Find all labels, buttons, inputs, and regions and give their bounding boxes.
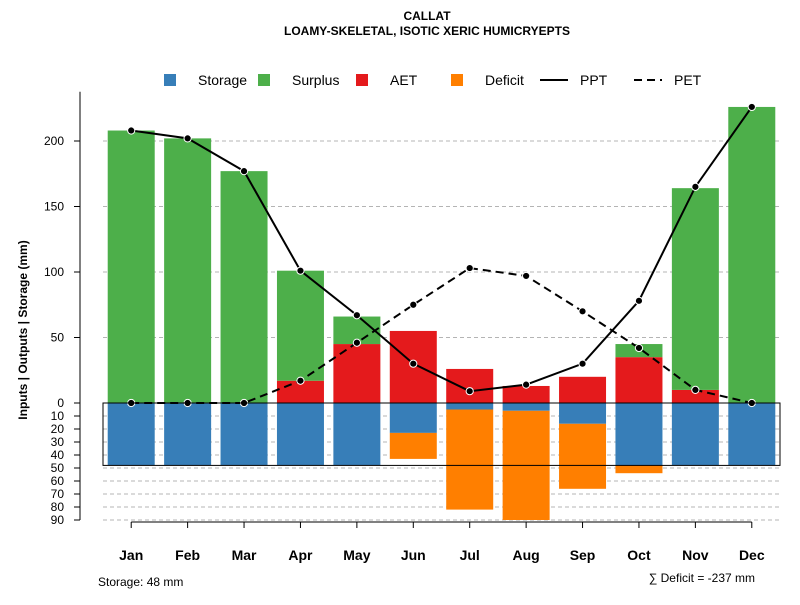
legend-swatch-aet <box>356 74 368 86</box>
x-tick-label: May <box>343 547 370 563</box>
storage-bar <box>671 403 719 466</box>
y-tick-label: 0 <box>57 396 64 410</box>
y-tick-label: 90 <box>51 513 65 527</box>
ppt-point <box>127 126 136 135</box>
storage-bar <box>502 403 550 411</box>
aet-bar <box>446 368 494 403</box>
legend-label-aet: AET <box>390 72 418 88</box>
legend-label-pet: PET <box>674 72 702 88</box>
pet-point <box>409 300 418 309</box>
pet-point <box>691 385 700 394</box>
storage-bar <box>333 403 381 466</box>
bars <box>102 106 781 520</box>
x-tick-label: Jun <box>401 547 426 563</box>
ppt-point <box>296 266 305 275</box>
storage-bar <box>559 403 607 424</box>
ppt-point <box>522 380 531 389</box>
x-tick-label: Oct <box>627 547 651 563</box>
y-tick-label: 150 <box>44 200 64 214</box>
storage-bar <box>615 403 663 466</box>
legend-swatch-storage <box>164 74 176 86</box>
y-tick-label: 100 <box>44 265 64 279</box>
x-tick-label: Dec <box>739 547 765 563</box>
ppt-point <box>465 387 474 396</box>
y-tick-label: 60 <box>51 474 65 488</box>
legend-label-storage: Storage <box>198 72 247 88</box>
pet-point <box>522 271 531 281</box>
y-tick-label: 70 <box>51 487 65 501</box>
legend-swatch-surplus <box>258 74 270 86</box>
aet-bar <box>615 357 663 403</box>
x-tick-label: Apr <box>288 547 313 563</box>
storage-bar <box>276 403 324 466</box>
y-tick-label: 50 <box>51 331 65 345</box>
surplus-bar <box>728 106 776 403</box>
y-tick-label: 200 <box>44 134 64 148</box>
ppt-point <box>691 182 700 191</box>
ppt-point <box>747 102 756 112</box>
surplus-bar <box>107 130 155 403</box>
deficit-bar <box>446 409 494 510</box>
storage-bar <box>446 403 494 410</box>
y-tick-label: 80 <box>51 500 65 514</box>
ppt-point <box>183 134 192 143</box>
ppt-point <box>634 296 644 305</box>
storage-note: Storage: 48 mm <box>98 575 183 589</box>
ppt-point <box>352 311 361 320</box>
legend-swatch-deficit <box>451 74 463 86</box>
x-tick-label: Nov <box>682 547 709 563</box>
pet-point <box>352 338 361 347</box>
legend-label-deficit: Deficit <box>485 72 524 88</box>
x-tick-label: Sep <box>570 547 596 563</box>
x-tick-label: Feb <box>175 547 200 563</box>
y-tick-label: 10 <box>51 409 65 423</box>
ppt-point <box>239 167 249 176</box>
chart-subtitle: LOAMY-SKELETAL, ISOTIC XERIC HUMICRYEPTS <box>284 24 570 38</box>
ppt-line <box>131 106 753 393</box>
y-tick-label: 40 <box>51 448 65 462</box>
gridlines <box>103 140 780 521</box>
pet-point <box>634 343 644 353</box>
y-tick-label: 30 <box>51 435 65 449</box>
legend: Storage Surplus AET Deficit PPT PET <box>164 72 702 88</box>
deficit-bar <box>389 432 437 459</box>
y-tick-label: 20 <box>51 422 65 436</box>
storage-bar <box>728 403 776 466</box>
surplus-bar <box>276 270 324 381</box>
storage-bar <box>164 403 212 466</box>
pet-point <box>578 307 587 316</box>
storage-bar <box>107 403 155 466</box>
storage-bar <box>389 403 437 433</box>
pet-line <box>131 267 753 404</box>
legend-label-ppt: PPT <box>580 72 608 88</box>
surplus-bar <box>220 171 268 403</box>
ppt-point <box>578 359 587 368</box>
y-axis-label: Inputs | Outputs | Storage (mm) <box>16 240 30 419</box>
aet-bar <box>559 376 607 403</box>
pet-point <box>465 263 474 273</box>
x-tick-label: Jul <box>460 547 480 563</box>
y-tick-label: 50 <box>51 461 65 475</box>
x-tick-label: Jan <box>119 547 143 563</box>
x-tick-label: Mar <box>232 547 257 563</box>
x-tick-label: Aug <box>513 547 540 563</box>
legend-label-surplus: Surplus <box>292 72 339 88</box>
chart-title: CALLAT <box>403 9 451 23</box>
storage-bar <box>220 403 268 466</box>
deficit-note: ∑ Deficit = -237 mm <box>649 571 755 585</box>
ppt-point <box>409 359 418 368</box>
aet-bar <box>502 385 550 403</box>
surplus-bar <box>164 138 212 403</box>
surplus-bar <box>671 188 719 390</box>
pet-point <box>296 376 305 385</box>
deficit-bar <box>559 423 607 489</box>
deficit-bar <box>615 465 663 474</box>
